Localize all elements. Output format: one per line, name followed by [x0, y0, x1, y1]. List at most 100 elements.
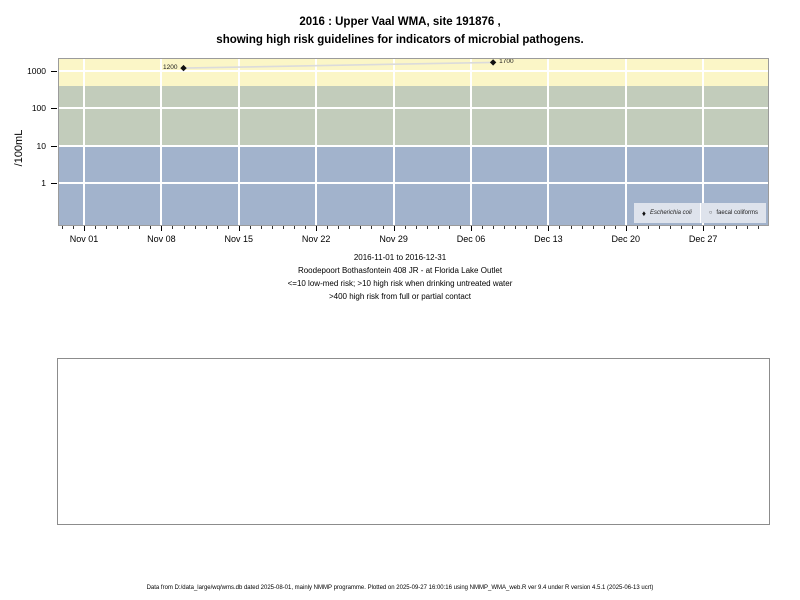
v-gridline — [315, 59, 318, 225]
x-minor-tick — [227, 226, 229, 229]
x-minor-tick — [592, 226, 594, 229]
y-tick-mark — [51, 71, 57, 73]
note-drinking-risk: <=10 low-med risk; >10 high risk when dr… — [287, 279, 513, 288]
x-tick-label: Nov 22 — [301, 234, 331, 244]
x-minor-tick — [404, 226, 406, 229]
x-minor-tick — [526, 226, 528, 229]
x-major-tick — [548, 226, 550, 231]
y-tick-mark — [51, 108, 57, 110]
data-point-diamond-icon — [489, 59, 497, 66]
x-minor-tick — [493, 226, 495, 229]
x-minor-tick — [681, 226, 683, 229]
x-minor-tick — [647, 226, 649, 229]
x-major-tick — [161, 226, 163, 231]
v-gridline — [469, 59, 472, 225]
v-gridline — [547, 59, 550, 225]
point-value-label: 1200 — [163, 64, 178, 72]
x-minor-tick — [172, 226, 174, 229]
x-minor-tick — [448, 226, 450, 229]
x-tick-label: Dec 20 — [611, 234, 641, 244]
point-value-label: 1700 — [499, 58, 514, 66]
legend-label: Escherichia coli — [650, 210, 692, 216]
y-tick-label: 10 — [36, 140, 46, 151]
title-line-1: 2016 : Upper Vaal WMA, site 191876 , — [299, 16, 501, 28]
x-minor-tick — [714, 226, 716, 229]
x-minor-tick — [614, 226, 616, 229]
x-minor-tick — [294, 226, 296, 229]
note-contact-risk: >400 high risk from full or partial cont… — [328, 292, 472, 301]
x-minor-tick — [95, 226, 97, 229]
y-tick-mark — [51, 183, 57, 184]
chart-notes: 2016-11-01 to 2016-12-31 Roodepoort Both… — [0, 251, 800, 303]
data-point-diamond-icon — [180, 64, 187, 72]
y-tick-label: 1000 — [27, 66, 46, 77]
x-minor-tick — [117, 226, 119, 229]
x-minor-tick — [249, 226, 251, 229]
v-gridline — [702, 59, 705, 225]
x-minor-tick — [559, 226, 561, 229]
x-minor-tick — [205, 226, 207, 229]
x-minor-tick — [72, 226, 74, 229]
x-major-tick — [470, 226, 472, 231]
legend: ♦ Escherichia coli ○ faecal coliforms — [633, 203, 766, 223]
x-minor-tick — [515, 226, 517, 229]
x-major-tick — [238, 226, 240, 231]
x-major-tick — [84, 226, 85, 231]
legend-item-faecal-coliforms: ○ faecal coliforms — [699, 203, 766, 223]
x-minor-tick — [349, 226, 351, 229]
x-minor-tick — [327, 226, 329, 229]
x-minor-tick — [338, 226, 340, 229]
x-minor-tick — [736, 226, 738, 229]
x-minor-tick — [382, 226, 384, 229]
x-minor-tick — [183, 226, 185, 229]
x-minor-tick — [537, 226, 539, 229]
x-minor-tick — [61, 226, 63, 229]
v-gridline — [83, 59, 85, 225]
data-series — [180, 59, 497, 72]
legend-label: faecal coliforms — [716, 210, 758, 216]
x-tick-label: Dec 27 — [688, 234, 718, 244]
x-minor-tick — [570, 226, 572, 229]
y-tick-mark — [51, 145, 57, 147]
x-minor-tick — [670, 226, 672, 229]
plot-area: 1200 1700 ♦ Escherichia coli ○ faecal col… — [58, 58, 769, 226]
x-minor-tick — [371, 226, 373, 229]
y-tick-label: 1 — [41, 178, 46, 188]
legend-item-escherichia-coli: ♦ Escherichia coli — [633, 203, 700, 223]
x-minor-tick — [504, 226, 506, 229]
x-minor-tick — [603, 226, 605, 229]
v-gridline — [392, 59, 395, 225]
x-minor-tick — [658, 226, 660, 229]
x-tick-label: Nov 01 — [69, 234, 99, 244]
x-minor-tick — [194, 226, 196, 229]
x-tick-label: Dec 13 — [534, 234, 563, 244]
v-gridline — [160, 59, 163, 225]
x-minor-tick — [283, 226, 285, 229]
x-minor-tick — [482, 226, 484, 229]
x-minor-tick — [459, 226, 461, 229]
x-tick-label: Dec 06 — [456, 234, 486, 244]
x-major-tick — [316, 226, 318, 231]
x-major-tick — [393, 226, 395, 231]
x-minor-tick — [305, 226, 307, 229]
x-minor-tick — [106, 226, 108, 229]
v-gridline — [237, 59, 240, 225]
x-minor-tick — [437, 226, 439, 229]
x-minor-tick — [758, 226, 760, 229]
x-major-tick — [703, 226, 705, 231]
x-minor-tick — [747, 226, 749, 229]
h-gridline — [59, 70, 768, 73]
x-minor-tick — [415, 226, 417, 229]
v-gridline — [624, 59, 627, 225]
x-minor-tick — [139, 226, 141, 229]
footer-text: Data from D:/data_large/wq/wms.db dated … — [146, 585, 654, 591]
title-line-2: showing high risk guidelines for indicat… — [216, 34, 584, 46]
h-gridline — [59, 182, 768, 184]
h-gridline — [59, 107, 768, 110]
x-tick-label: Nov 08 — [147, 234, 176, 244]
x-minor-tick — [216, 226, 218, 229]
page-title: 2016 : Upper Vaal WMA, site 191876 , sho… — [0, 13, 800, 49]
x-minor-tick — [725, 226, 727, 229]
x-minor-tick — [426, 226, 428, 229]
